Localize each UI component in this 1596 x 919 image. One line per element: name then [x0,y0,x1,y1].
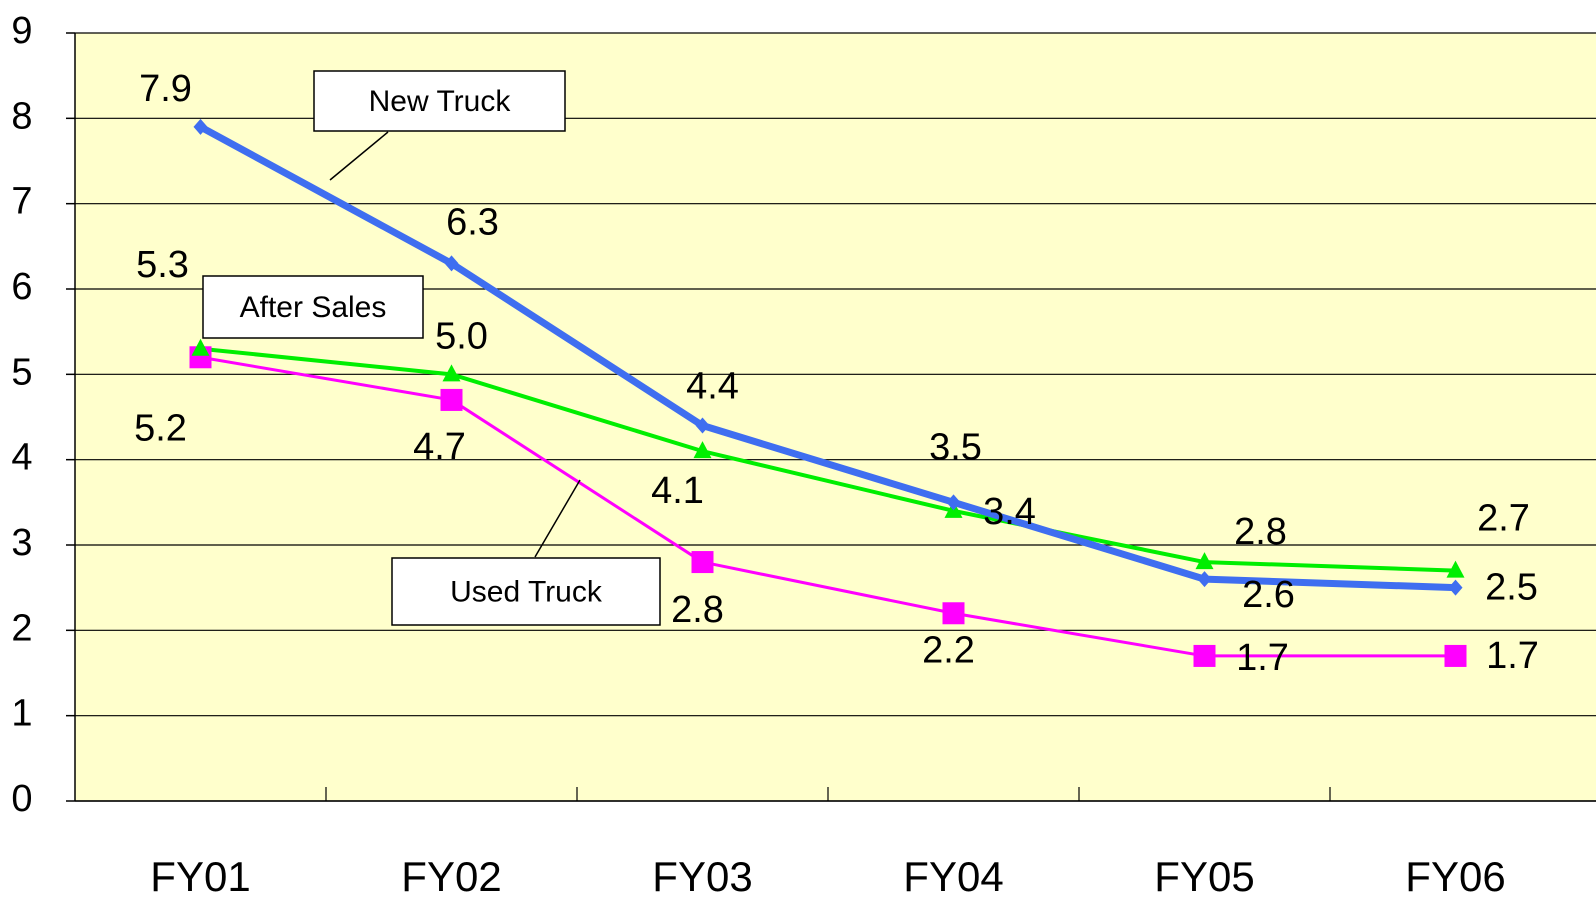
marker [946,494,961,511]
y-tick-label: 3 [11,522,32,564]
data-label: 2.6 [1242,574,1295,616]
data-label: 2.5 [1485,567,1538,609]
data-label: 6.3 [446,201,499,243]
y-tick-label: 6 [11,266,32,308]
marker [691,551,714,574]
marker [440,388,463,411]
marker [1446,560,1465,578]
y-tick-label: 1 [11,693,32,735]
data-label: 2.8 [1234,511,1287,553]
data-label: 1.7 [1486,635,1539,677]
x-tick-label: FY04 [903,853,1003,900]
data-label: 7.9 [139,68,192,110]
marker [1448,579,1463,596]
x-tick-label: FY05 [1154,853,1254,900]
legend-leader [534,479,581,558]
data-label: 4.4 [686,366,739,408]
data-label: 2.8 [671,589,724,631]
data-label: 3.4 [983,491,1036,533]
data-label: 2.7 [1477,498,1530,540]
marker [942,602,965,625]
legend-leader [329,131,389,181]
x-tick-label: FY02 [401,853,501,900]
marker [1197,571,1212,588]
marker [1193,644,1216,667]
data-label: 5.2 [134,407,187,449]
series-line [200,355,1456,658]
marker [193,118,208,135]
legend-label: After Sales [240,291,387,324]
y-tick-label: 7 [11,181,32,223]
marker [695,417,710,434]
data-label: 1.7 [1236,637,1289,679]
legend-label: Used Truck [450,575,603,608]
y-tick-label: 0 [11,778,32,820]
marker [444,255,459,272]
data-label: 5.0 [435,315,488,357]
marker [693,441,712,459]
x-tick-label: FY01 [150,853,250,900]
series-line [198,123,1456,592]
data-label: 3.5 [929,426,982,468]
plot-area [75,33,1596,801]
data-label: 4.7 [413,426,466,468]
legend-label: New Truck [369,85,512,118]
marker [1195,552,1214,570]
legend-box [313,70,566,132]
x-tick-label: FY03 [652,853,752,900]
legend-box [202,275,424,339]
x-tick-label: FY06 [1405,853,1505,900]
y-tick-label: 2 [11,607,32,649]
y-tick-label: 5 [11,351,32,393]
marker [442,364,461,382]
data-label: 2.2 [922,629,975,671]
legend-box [391,557,661,626]
marker [1444,644,1467,667]
data-label: 5.3 [136,244,189,286]
y-tick-label: 4 [11,437,32,479]
data-label: 4.1 [651,470,704,512]
series-line [200,346,1456,573]
y-tick-label: 8 [11,95,32,137]
y-tick-label: 9 [11,10,32,52]
marker [191,338,210,356]
